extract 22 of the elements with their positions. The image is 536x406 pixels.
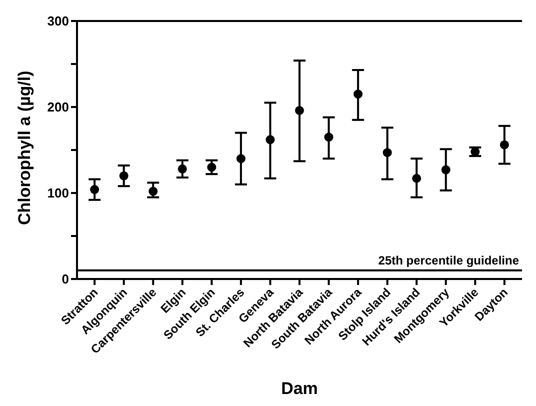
y-tick-label: 0 xyxy=(62,272,69,287)
point xyxy=(295,106,304,115)
point xyxy=(470,147,480,156)
point xyxy=(354,90,363,99)
point xyxy=(500,140,509,150)
y-tick-label: 200 xyxy=(47,100,69,115)
point xyxy=(207,162,216,172)
point xyxy=(441,165,450,174)
ref-line-label: 25th percentile guideline xyxy=(378,253,520,268)
point xyxy=(266,135,275,144)
x-axis-title: Dam xyxy=(281,379,318,398)
point xyxy=(382,148,392,158)
point xyxy=(119,171,128,180)
point xyxy=(148,186,158,196)
y-axis-title: Chlorophyll a (µg/l) xyxy=(15,70,34,225)
point xyxy=(324,132,334,142)
point xyxy=(178,164,187,174)
y-tick-label: 100 xyxy=(47,186,69,201)
point xyxy=(412,174,422,183)
y-tick-label: 300 xyxy=(47,14,69,29)
point xyxy=(90,185,100,194)
point xyxy=(236,154,246,164)
